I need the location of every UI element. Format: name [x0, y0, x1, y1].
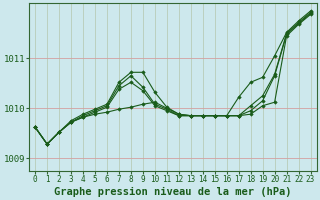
X-axis label: Graphe pression niveau de la mer (hPa): Graphe pression niveau de la mer (hPa) — [54, 186, 292, 197]
